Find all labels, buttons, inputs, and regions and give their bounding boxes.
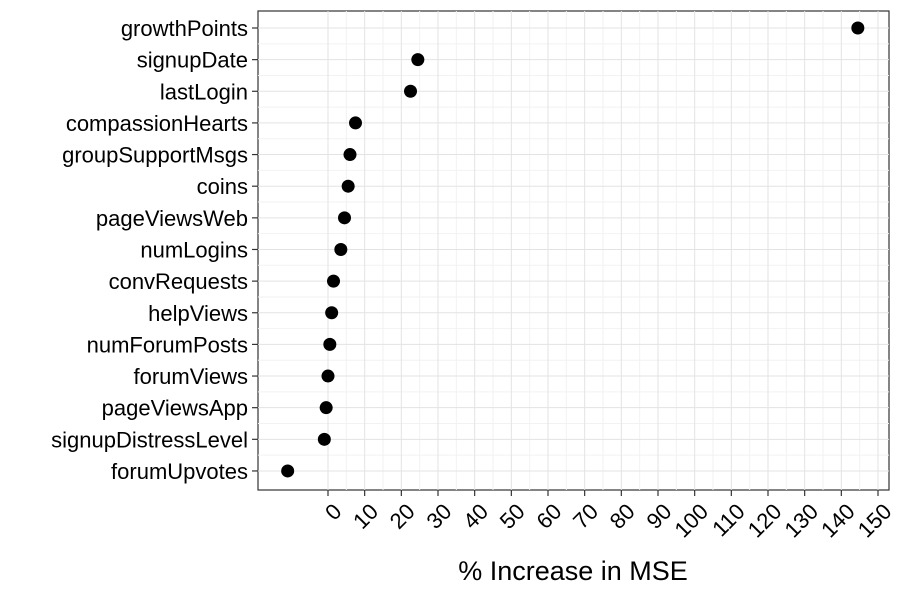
x-tick-label: 0: [320, 499, 346, 525]
data-point: [323, 337, 337, 351]
data-points: [281, 21, 865, 478]
data-point: [341, 179, 355, 193]
data-point: [349, 116, 362, 130]
data-point: [321, 369, 335, 383]
data-point: [325, 306, 339, 320]
data-point: [404, 84, 417, 98]
y-tick-label: helpViews: [148, 301, 248, 326]
data-point: [343, 148, 357, 162]
x-tick-label: 120: [743, 499, 787, 543]
x-tick-label: 130: [779, 499, 823, 543]
y-tick-label: numForumPosts: [87, 332, 248, 357]
x-tick-label: 40: [458, 499, 493, 534]
data-point: [334, 242, 348, 256]
x-tick-label: 90: [641, 499, 676, 534]
x-axis-title: % Increase in MSE: [458, 556, 688, 586]
y-tick-label: pageViewsWeb: [96, 206, 248, 231]
x-tick-label: 70: [568, 499, 603, 534]
x-tick-label: 110: [707, 499, 749, 541]
data-point: [281, 464, 295, 478]
x-tick-label: 20: [385, 499, 420, 534]
x-tick-label: 150: [853, 499, 897, 543]
data-point: [327, 274, 340, 288]
plot-panel: [257, 10, 890, 491]
data-point: [411, 53, 425, 67]
grid: [258, 11, 889, 490]
y-tick-label: compassionHearts: [66, 111, 248, 136]
data-point: [851, 21, 865, 35]
y-tick-label: signupDistressLevel: [51, 427, 248, 452]
data-point: [319, 401, 333, 415]
y-tick-label: groupSupportMsgs: [62, 143, 248, 168]
y-tick-label: growthPoints: [121, 16, 248, 41]
x-tick-label: 140: [816, 499, 860, 543]
y-tick-label: forumViews: [133, 364, 248, 389]
x-tick-label: 30: [421, 499, 456, 534]
x-tick-label: 10: [348, 499, 383, 534]
y-tick-label: pageViewsApp: [102, 396, 248, 421]
x-tick-label: 60: [531, 499, 566, 534]
y-axis: growthPoints signupDate lastLogin compassio…: [51, 16, 258, 484]
x-tick-label: 50: [495, 499, 530, 534]
data-point: [317, 432, 331, 446]
y-tick-label: numLogins: [140, 237, 248, 262]
data-point: [338, 211, 351, 225]
x-tick-label: 100: [669, 499, 713, 543]
y-tick-label: forumUpvotes: [111, 459, 248, 484]
x-tick-label: 80: [605, 499, 640, 534]
y-tick-label: coins: [197, 174, 248, 199]
y-tick-label: lastLogin: [160, 79, 248, 104]
y-tick-label: signupDate: [137, 48, 248, 73]
y-tick-label: convRequests: [109, 269, 248, 294]
